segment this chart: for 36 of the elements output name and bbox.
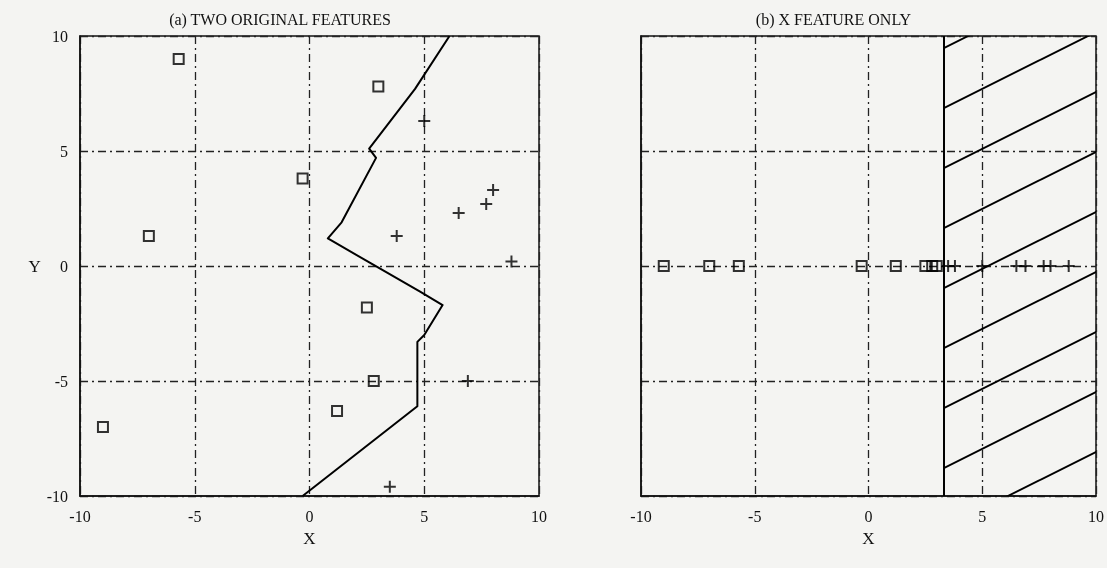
chart-title: (a) TWO ORIGINAL FEATURES [169,10,391,29]
y-tick-label: 10 [52,27,68,45]
y-tick-label: -5 [54,372,68,390]
point [360,301,373,314]
x-tick-label: 0 [864,507,873,525]
chart-title: (b) X FEATURE ONLY [755,10,912,29]
point [296,172,309,185]
line-series [301,35,451,497]
y-tick-label: 5 [60,142,68,160]
point [504,254,519,269]
y-tick-label: 0 [60,257,68,275]
point [172,53,185,65]
point [389,229,404,244]
point [460,374,475,388]
point [367,375,380,387]
y-tick-label: -10 [46,487,68,505]
x-tick-label: -5 [188,507,202,525]
x-tick-label: -5 [748,507,762,525]
x-tick-label: 5 [978,507,987,525]
point [479,196,494,211]
y-axis-title: Y [28,256,41,276]
point [331,404,344,417]
point [417,114,432,129]
x-axis-title: X [862,529,875,548]
x-axis-title: X [303,529,316,548]
x-tick-label: 0 [305,507,314,525]
x-tick-label: 10 [531,507,547,525]
x-tick-label: -10 [630,507,652,525]
x-tick-label: 5 [420,507,429,525]
x-tick-label: 10 [1088,507,1104,525]
point [96,421,109,433]
point [372,80,385,93]
point [382,479,397,494]
point [451,206,466,221]
point [486,183,501,198]
point [142,230,155,243]
